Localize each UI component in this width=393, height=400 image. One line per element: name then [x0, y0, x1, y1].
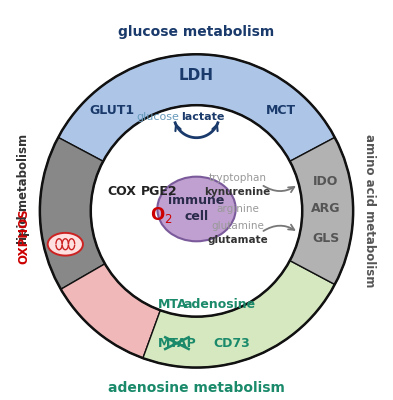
Text: IDO: IDO [313, 175, 338, 188]
Text: GLUT1: GLUT1 [90, 104, 135, 117]
Text: O$_2$: O$_2$ [150, 205, 173, 225]
Text: MCT: MCT [266, 104, 296, 117]
Ellipse shape [157, 177, 236, 241]
Wedge shape [58, 54, 335, 161]
Text: OXPHOS: OXPHOS [17, 208, 30, 264]
Text: MTA: MTA [158, 298, 188, 312]
Wedge shape [143, 260, 335, 368]
Text: immune
cell: immune cell [168, 194, 225, 224]
Text: MTAP: MTAP [158, 337, 196, 350]
Text: GLS: GLS [312, 232, 340, 245]
Wedge shape [290, 137, 353, 284]
Text: PGE2: PGE2 [141, 185, 178, 198]
Text: tryptophan: tryptophan [209, 173, 266, 183]
Text: LDH: LDH [179, 68, 214, 83]
Text: glucose: glucose [136, 112, 179, 122]
Text: glucose metabolism: glucose metabolism [118, 26, 275, 40]
Text: CD73: CD73 [213, 337, 250, 350]
Text: COX: COX [108, 185, 136, 198]
Text: glutamate: glutamate [207, 235, 268, 245]
Text: kynurenine: kynurenine [204, 187, 271, 197]
Text: lipid metabolism: lipid metabolism [17, 134, 30, 244]
Text: adenosine: adenosine [184, 298, 256, 312]
Text: adenosine metabolism: adenosine metabolism [108, 381, 285, 395]
Text: lactate: lactate [182, 112, 225, 122]
Text: glutamine: glutamine [211, 221, 264, 231]
Text: arginine: arginine [216, 204, 259, 214]
Wedge shape [40, 137, 105, 289]
Ellipse shape [48, 233, 83, 256]
Circle shape [91, 105, 302, 317]
Text: amino acid metabolism: amino acid metabolism [363, 134, 376, 288]
Text: ARG: ARG [311, 202, 340, 216]
Wedge shape [61, 264, 160, 358]
